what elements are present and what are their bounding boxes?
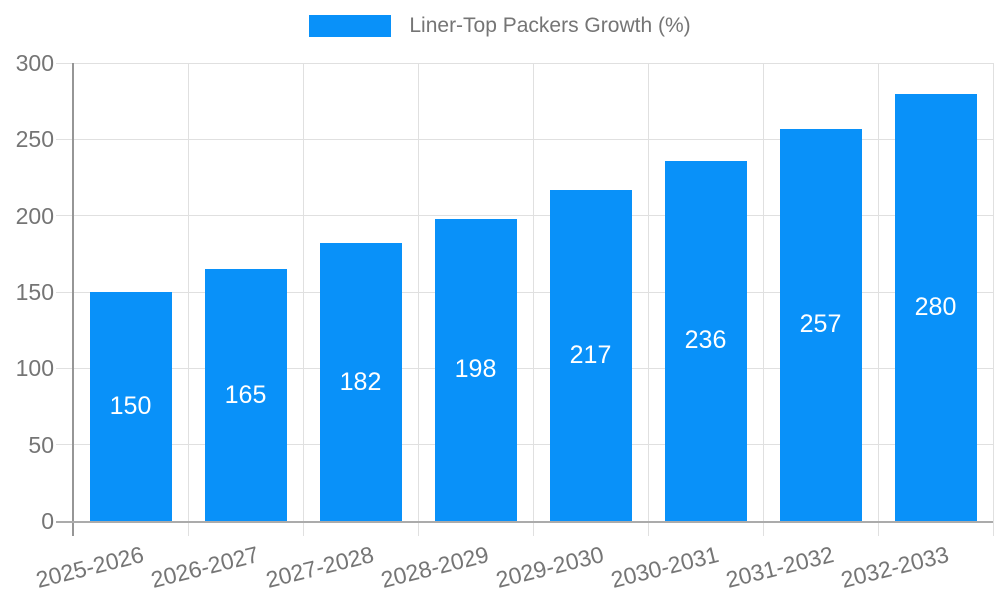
x-axis-tick-label: 2030-2031 bbox=[607, 541, 721, 593]
bar[interactable]: 198 bbox=[434, 218, 517, 521]
bar[interactable]: 165 bbox=[204, 269, 287, 521]
x-gridline bbox=[992, 63, 994, 536]
bar-value-label: 182 bbox=[339, 367, 382, 396]
x-axis-tick-label: 2025-2026 bbox=[32, 541, 146, 593]
y-axis-tick-label: 200 bbox=[15, 202, 54, 229]
y-axis-tick-label: 50 bbox=[28, 431, 54, 458]
legend-item[interactable]: Liner-Top Packers Growth (%) bbox=[0, 14, 1000, 38]
legend-label: Liner-Top Packers Growth (%) bbox=[409, 14, 691, 37]
bar[interactable]: 217 bbox=[549, 189, 632, 521]
y-gridline bbox=[56, 215, 993, 217]
legend-swatch bbox=[309, 15, 392, 37]
x-axis-line bbox=[56, 520, 993, 523]
y-gridline bbox=[56, 444, 993, 446]
x-axis-tick-label: 2029-2030 bbox=[492, 541, 606, 593]
bar-value-label: 217 bbox=[569, 340, 612, 369]
x-axis-tick-label: 2031-2032 bbox=[722, 541, 836, 593]
y-gridline bbox=[56, 291, 993, 293]
y-gridline bbox=[56, 138, 993, 140]
x-gridline bbox=[532, 63, 534, 536]
x-axis-tick-label: 2028-2029 bbox=[377, 541, 491, 593]
x-axis-tick-label: 2027-2028 bbox=[262, 541, 376, 593]
x-gridline bbox=[302, 63, 304, 536]
x-gridline bbox=[762, 63, 764, 536]
y-axis-tick-label: 0 bbox=[41, 508, 54, 534]
y-axis-tick-label: 100 bbox=[15, 355, 54, 382]
y-gridline bbox=[56, 62, 993, 64]
bar-value-label: 280 bbox=[914, 292, 957, 321]
bar-value-label: 198 bbox=[454, 355, 497, 384]
y-gridline bbox=[56, 367, 993, 369]
y-axis-line bbox=[72, 63, 74, 536]
bar-value-label: 236 bbox=[684, 326, 727, 355]
y-axis-tick-label: 250 bbox=[15, 126, 54, 153]
bar-value-label: 150 bbox=[109, 392, 152, 420]
x-gridline bbox=[187, 63, 189, 536]
bar[interactable]: 236 bbox=[664, 160, 747, 521]
y-axis-tick-label: 300 bbox=[15, 50, 54, 76]
bar[interactable]: 280 bbox=[894, 93, 977, 521]
bar[interactable]: 182 bbox=[319, 243, 402, 521]
x-axis-tick-label: 2026-2027 bbox=[147, 541, 261, 593]
y-axis-tick-label: 150 bbox=[15, 279, 54, 305]
x-gridline bbox=[877, 63, 879, 536]
x-gridline bbox=[417, 63, 419, 536]
bar[interactable]: 150 bbox=[89, 292, 172, 521]
bar-value-label: 165 bbox=[224, 380, 267, 409]
x-gridline bbox=[647, 63, 649, 536]
x-axis-tick-label: 2032-2033 bbox=[837, 541, 951, 593]
bar-value-label: 257 bbox=[799, 310, 842, 339]
bar[interactable]: 257 bbox=[779, 128, 862, 521]
